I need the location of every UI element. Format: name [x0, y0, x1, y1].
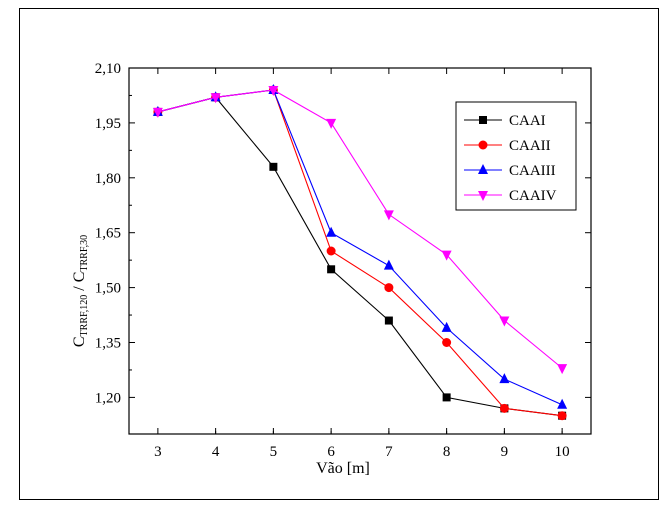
legend-item: CAAII	[464, 138, 551, 154]
legend-label: CAAIV	[509, 188, 557, 204]
y-tick-label: 1,35	[95, 336, 121, 352]
data-point	[152, 107, 163, 118]
y-tick-label: 1,65	[95, 226, 121, 242]
data-point	[442, 338, 452, 347]
data-point	[383, 210, 394, 221]
x-tick-label: 7	[385, 444, 393, 460]
x-tick-label: 6	[327, 444, 335, 460]
plot-area	[128, 67, 592, 435]
series-layer	[152, 83, 568, 421]
x-tick-label: 5	[270, 444, 278, 460]
y-axis-label-sep: / C	[71, 272, 88, 295]
data-point	[384, 316, 393, 325]
data-point	[499, 316, 510, 327]
y-tick-label: 1,20	[95, 390, 121, 406]
x-tick-label: 9	[501, 444, 509, 460]
data-point	[499, 403, 509, 413]
legend-marker	[478, 191, 488, 201]
series-line	[157, 96, 563, 417]
data-point	[557, 364, 568, 375]
y-axis-label-sub1: TRRF,120	[79, 295, 90, 337]
x-tick-label: 4	[212, 444, 220, 460]
data-point	[441, 250, 452, 261]
data-point	[442, 393, 451, 402]
y-axis-label-main1: C	[71, 336, 88, 347]
data-point	[326, 246, 336, 256]
data-point	[327, 265, 336, 274]
data-point	[557, 411, 567, 421]
legend-marker	[479, 116, 487, 124]
data-point	[269, 162, 278, 171]
plot-border	[128, 67, 592, 435]
y-axis-ticks: 2,10 1,95 1,80 1,65 1,50 1,35 1,20	[95, 61, 591, 406]
data-point	[326, 118, 337, 129]
legend-label: CAAI	[509, 113, 546, 129]
y-axis-label: CTRRF,120 / CTRRF,30	[71, 235, 90, 347]
data-point	[441, 321, 452, 332]
legend-item: CAAIII	[464, 163, 556, 179]
line-chart: 2,10 1,95 1,80 1,65 1,50 1,35 1,20 3 4 5 6 7 8 9 10 C…	[71, 61, 592, 477]
legend-item: CAAI	[464, 113, 546, 129]
data-point	[557, 398, 568, 409]
data-point	[326, 226, 337, 237]
legend-marker	[478, 164, 488, 174]
data-point	[384, 283, 394, 293]
legend-item: CAAIV	[464, 188, 557, 204]
legend-label: CAAIII	[509, 163, 556, 179]
legend-label: CAAII	[509, 138, 551, 154]
y-tick-label: 1,80	[95, 171, 121, 187]
x-axis-label: Vão [m]	[316, 460, 370, 477]
data-point	[210, 93, 221, 104]
data-point	[268, 85, 279, 96]
x-tick-label: 8	[443, 444, 451, 460]
y-tick-label: 1,50	[95, 281, 121, 297]
legend-marker	[478, 140, 488, 150]
y-tick-label: 2,10	[95, 61, 121, 77]
data-point	[383, 259, 394, 270]
figure-frame: 2,10 1,95 1,80 1,65 1,50 1,35 1,20 3 4 5 6 7 8 9 10 C…	[19, 8, 659, 500]
y-tick-label: 1,95	[95, 116, 121, 132]
x-tick-label: 10	[555, 444, 570, 460]
series-line	[157, 89, 563, 369]
x-tick-label: 3	[154, 444, 162, 460]
data-point	[499, 373, 510, 384]
legend: CAAI CAAII CAAIII CAAIV	[455, 101, 577, 211]
x-axis-ticks: 3 4 5 6 7 8 9 10	[154, 68, 570, 460]
y-axis-label-sub2: TRRF,30	[79, 235, 90, 272]
series-caaiv	[152, 85, 568, 375]
